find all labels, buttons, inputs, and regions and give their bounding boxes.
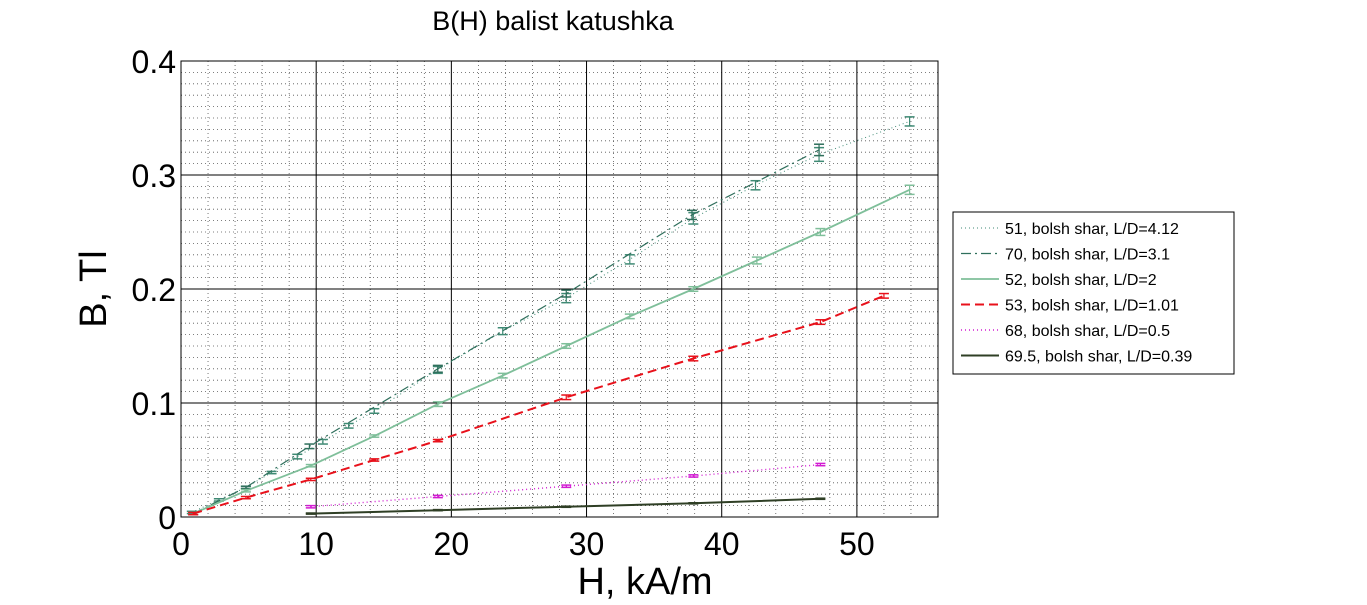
tick-layer: 0 10 20 30 40 50 0 0.1 0.2 0.3 0.4 [132,44,875,562]
error-bar [497,372,508,379]
y-tick-label: 0.1 [132,386,176,422]
error-bar [305,512,316,515]
legend-entry: 53, bolsh shar, L/D=1.01 [1005,298,1179,315]
series-6 [305,497,826,515]
error-bar [369,434,380,438]
y-tick-label: 0 [158,500,176,536]
error-bar [815,319,826,326]
major-grid [181,61,938,517]
error-bar [432,364,443,373]
error-bar [432,438,443,443]
error-bar [624,313,635,320]
legend-entry: 52, bolsh shar, L/D=2 [1005,272,1157,289]
error-bar [497,327,508,336]
error-bar [878,292,889,299]
y-tick-label: 0.4 [132,44,176,80]
error-bar [561,342,572,350]
legend-entry: 70, bolsh shar, L/D=3.1 [1005,247,1170,264]
error-bar [432,494,443,499]
series-line [192,188,910,515]
error-bar [688,502,699,505]
chart-title: B(H) balist katushka [432,6,675,36]
error-bar [688,355,699,362]
y-tick-label: 0.3 [132,158,176,194]
error-bar [305,504,316,509]
series-layer [186,116,915,516]
error-bar [432,401,443,408]
x-tick-label: 0 [172,526,190,562]
error-bar [561,505,572,509]
error-bar [688,285,699,293]
legend-box [952,211,1235,375]
error-bar [240,495,251,500]
error-bar [561,484,572,489]
error-bar [904,184,915,196]
error-bar [305,477,316,482]
series-5 [305,462,826,509]
error-bar [292,453,303,460]
error-bar [814,143,825,157]
series-2 [188,143,825,516]
error-bar [688,474,699,478]
error-bar [304,443,315,450]
error-bar [750,179,761,191]
error-bar [561,289,572,298]
error-bar [188,511,199,516]
error-bar [815,227,826,237]
legend-entry: 69.5, bolsh shar, L/D=0.39 [1005,349,1192,366]
error-bar [686,209,697,221]
error-bar [432,508,443,512]
series-4 [188,292,889,516]
legend: 51, bolsh shar, L/D=4.12 70, bolsh shar, … [952,211,1235,375]
x-tick-label: 30 [569,526,605,562]
error-bar [904,116,915,127]
error-bar [624,254,635,265]
x-tick-label: 50 [839,526,875,562]
x-tick-label: 40 [704,526,740,562]
error-bar [815,462,826,467]
error-bar [240,488,251,493]
error-bar [751,256,762,265]
error-bar [240,485,251,490]
error-bar [343,422,354,429]
x-tick-label: 20 [434,526,470,562]
error-bar [815,497,826,501]
plot-frame [180,60,939,518]
error-bar [369,458,380,462]
x-axis-label: H, kA/m [577,561,712,603]
legend-entry: 68, bolsh shar, L/D=0.5 [1005,323,1170,340]
x-tick-label: 10 [298,526,334,562]
y-tick-label: 0.2 [132,272,176,308]
error-bar [305,463,316,468]
legend-entry: 51, bolsh shar, L/D=4.12 [1005,221,1179,238]
y-axis-label: B, Tl [73,250,115,327]
error-bar [561,394,572,401]
